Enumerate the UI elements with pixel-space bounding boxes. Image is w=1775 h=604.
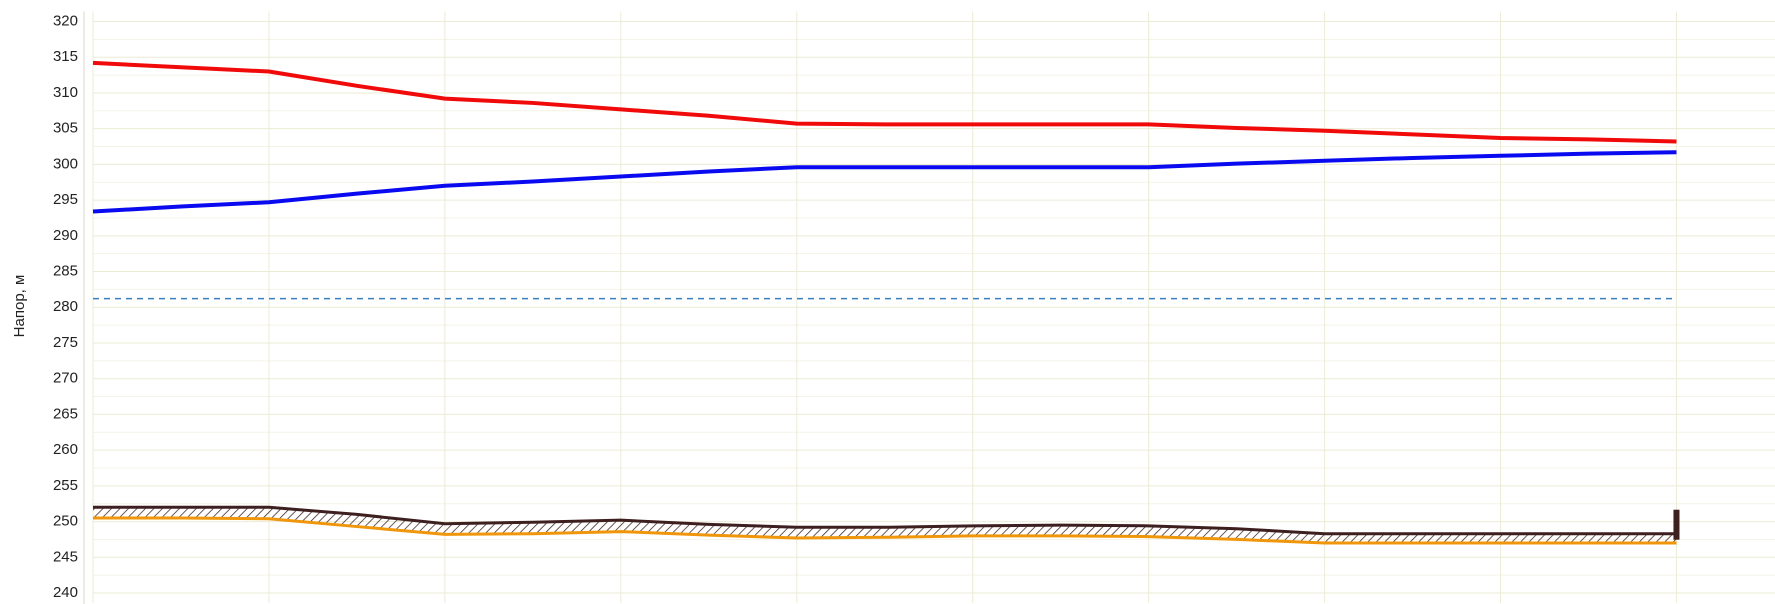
y-tick-label: 275	[53, 334, 78, 351]
y-tick-label: 305	[53, 120, 78, 137]
series-line	[93, 505, 1677, 536]
hatch-area	[93, 507, 1677, 543]
y-tick-label: 240	[53, 584, 78, 601]
y-tick-label: 270	[53, 370, 78, 387]
grid	[92, 11, 1775, 603]
y-tick-label: 310	[53, 84, 78, 101]
y-axis-label: Напор, м	[11, 275, 28, 338]
y-tick-label: 285	[53, 263, 78, 280]
series-line	[92, 150, 1677, 214]
series-line	[93, 516, 1677, 545]
y-tick-label: 250	[53, 513, 78, 530]
y-tick-label: 265	[53, 405, 78, 422]
y-tick-label: 255	[53, 477, 78, 494]
y-tick-label: 280	[53, 298, 78, 315]
series-line	[92, 60, 1677, 144]
end-marker	[1673, 509, 1680, 540]
y-tick-label: 295	[53, 191, 78, 208]
y-tick-label: 245	[53, 548, 78, 565]
y-tick-label: 260	[53, 441, 78, 458]
y-tick-label: 320	[53, 12, 78, 29]
y-tick-label: 315	[53, 48, 78, 65]
y-tick-label: 290	[53, 227, 78, 244]
y-tick-label: 300	[53, 155, 78, 172]
